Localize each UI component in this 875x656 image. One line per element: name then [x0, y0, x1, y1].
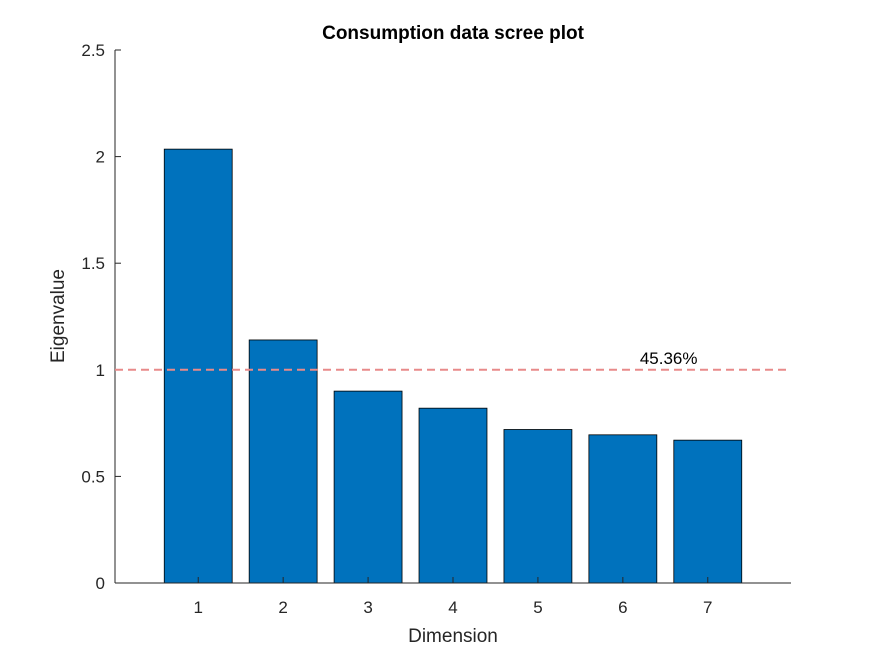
bar-7: [673, 439, 743, 584]
plot-area: 1 2 3 4 5 6 7 0 0.5 1 1.5 2 2.5 45.36%: [81, 41, 791, 617]
x-tick-label-3: 3: [363, 598, 372, 617]
threshold-annotation: 45.36%: [640, 349, 698, 368]
y-tick-label-0: 0: [96, 574, 105, 593]
y-tick-label-3: 1.5: [81, 254, 105, 273]
x-tick-label-1: 1: [193, 598, 202, 617]
x-tick-label-4: 4: [448, 598, 457, 617]
y-tick-label-2: 1: [96, 361, 105, 380]
bar-6: [588, 434, 658, 584]
bar-3: [333, 390, 403, 584]
x-tick-label-7: 7: [703, 598, 712, 617]
y-axis-label: Eigenvalue: [48, 269, 69, 363]
y-tick-label-1: 0.5: [81, 467, 105, 486]
x-tick-label-5: 5: [533, 598, 542, 617]
bar-1: [163, 148, 233, 584]
bar-5: [503, 429, 573, 584]
bar-4: [418, 407, 488, 584]
x-tick-label-6: 6: [618, 598, 627, 617]
y-tick-label-5: 2.5: [81, 41, 105, 60]
y-tick-label-4: 2: [96, 148, 105, 167]
x-tick-label-2: 2: [278, 598, 287, 617]
chart-title: Consumption data scree plot: [322, 23, 584, 44]
x-axis-label: Dimension: [408, 626, 498, 647]
bar-2: [248, 339, 318, 584]
